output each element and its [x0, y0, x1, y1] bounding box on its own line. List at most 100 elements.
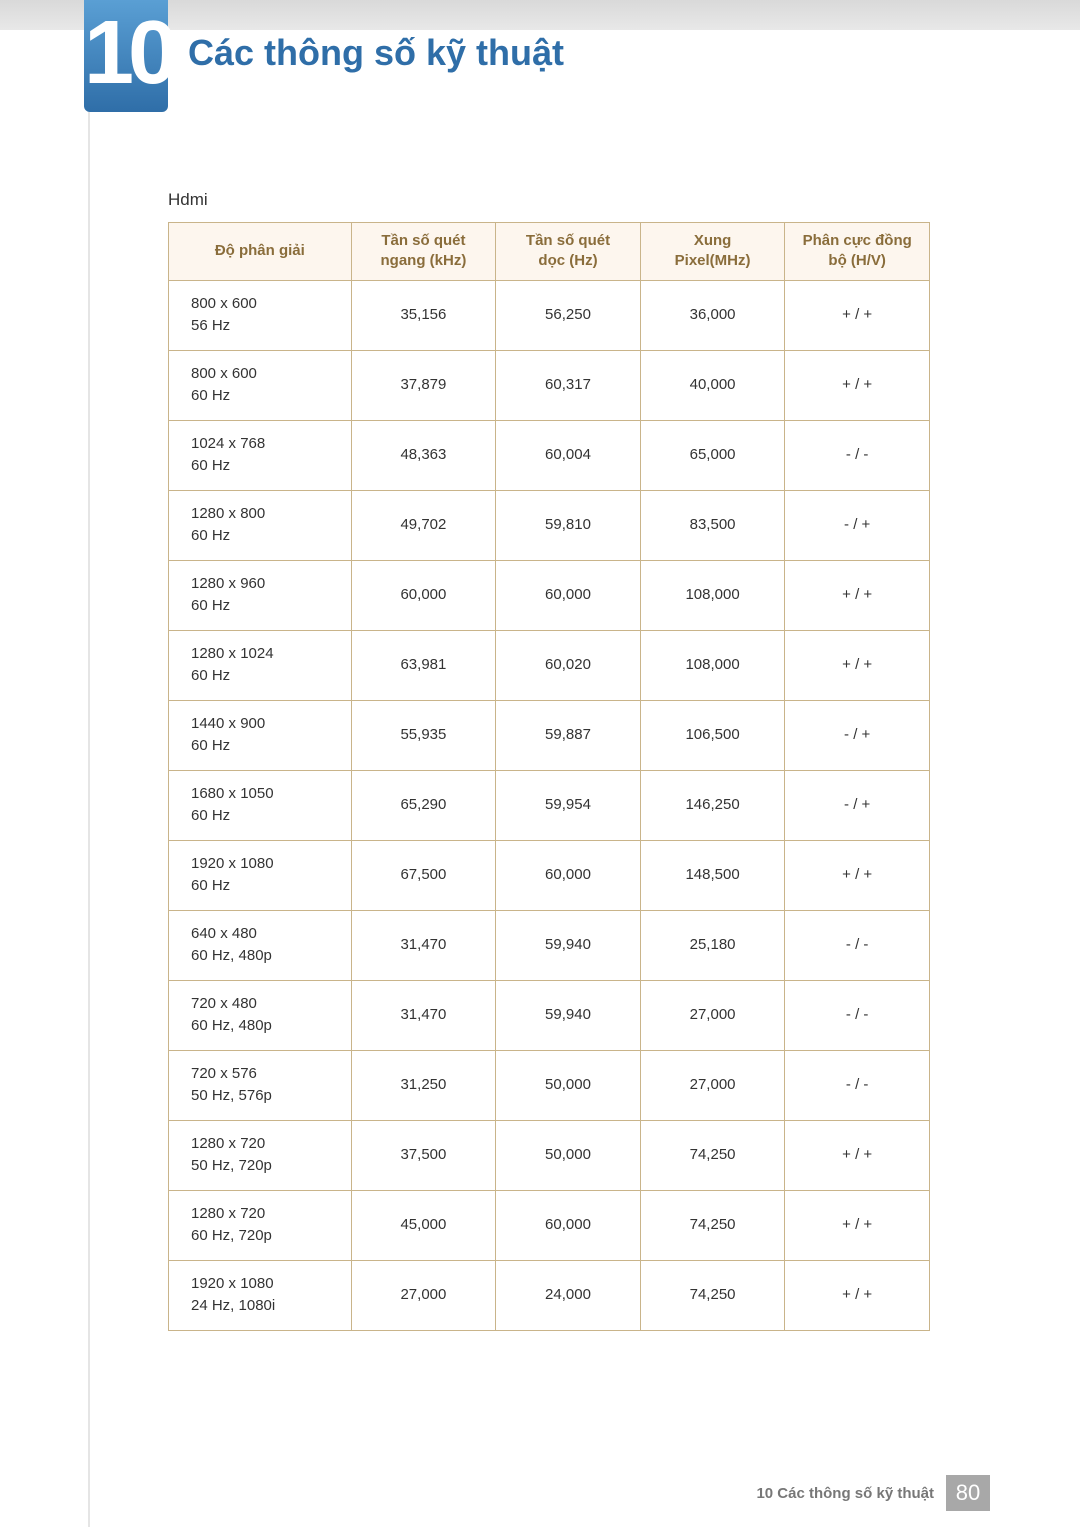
table-row: 1920 x 108024 Hz, 1080i27,00024,00074,25… — [169, 1260, 930, 1330]
table-header-cell: Tần số quétdọc (Hz) — [496, 223, 641, 281]
table-row: 1680 x 105060 Hz65,29059,954146,250- / + — [169, 770, 930, 840]
table-header-cell: Phân cực đồngbộ (H/V) — [785, 223, 930, 281]
vfreq-cell: 60,000 — [496, 1190, 641, 1260]
table-row: 1024 x 76860 Hz48,36360,00465,000- / - — [169, 420, 930, 490]
table-header-cell: Tần số quétngang (kHz) — [351, 223, 496, 281]
polarity-cell: + / + — [785, 350, 930, 420]
vfreq-cell: 60,020 — [496, 630, 641, 700]
table-row: 640 x 48060 Hz, 480p31,47059,94025,180- … — [169, 910, 930, 980]
polarity-cell: + / + — [785, 1120, 930, 1190]
pixel-cell: 25,180 — [640, 910, 785, 980]
hfreq-cell: 49,702 — [351, 490, 496, 560]
chapter-title: Các thông số kỹ thuật — [188, 32, 564, 74]
pixel-cell: 106,500 — [640, 700, 785, 770]
polarity-cell: - / - — [785, 980, 930, 1050]
vfreq-cell: 60,317 — [496, 350, 641, 420]
resolution-cell: 1280 x 72060 Hz, 720p — [169, 1190, 352, 1260]
hfreq-cell: 37,879 — [351, 350, 496, 420]
hfreq-cell: 55,935 — [351, 700, 496, 770]
pixel-cell: 65,000 — [640, 420, 785, 490]
table-row: 1280 x 72050 Hz, 720p37,50050,00074,250+… — [169, 1120, 930, 1190]
pixel-cell: 74,250 — [640, 1260, 785, 1330]
pixel-cell: 40,000 — [640, 350, 785, 420]
hfreq-cell: 31,250 — [351, 1050, 496, 1120]
polarity-cell: + / + — [785, 1260, 930, 1330]
polarity-cell: - / + — [785, 770, 930, 840]
resolution-cell: 1680 x 105060 Hz — [169, 770, 352, 840]
table-row: 1280 x 72060 Hz, 720p45,00060,00074,250+… — [169, 1190, 930, 1260]
resolution-cell: 1280 x 80060 Hz — [169, 490, 352, 560]
pixel-cell: 148,500 — [640, 840, 785, 910]
table-row: 800 x 60060 Hz37,87960,31740,000+ / + — [169, 350, 930, 420]
resolution-cell: 1280 x 96060 Hz — [169, 560, 352, 630]
polarity-cell: + / + — [785, 560, 930, 630]
resolution-cell: 640 x 48060 Hz, 480p — [169, 910, 352, 980]
section-label-hdmi: Hdmi — [168, 190, 208, 210]
table-row: 800 x 60056 Hz35,15656,25036,000+ / + — [169, 280, 930, 350]
table-row: 720 x 48060 Hz, 480p31,47059,94027,000- … — [169, 980, 930, 1050]
left-gutter-line — [88, 112, 90, 1527]
vfreq-cell: 60,000 — [496, 560, 641, 630]
hfreq-cell: 67,500 — [351, 840, 496, 910]
pixel-cell: 36,000 — [640, 280, 785, 350]
pixel-cell: 146,250 — [640, 770, 785, 840]
polarity-cell: - / - — [785, 1050, 930, 1120]
pixel-cell: 108,000 — [640, 630, 785, 700]
hfreq-cell: 60,000 — [351, 560, 496, 630]
chapter-number-badge: 10 — [84, 0, 168, 112]
polarity-cell: - / - — [785, 420, 930, 490]
pixel-cell: 74,250 — [640, 1190, 785, 1260]
footer-chapter-text: 10 Các thông số kỹ thuật — [756, 1485, 934, 1502]
table-row: 1920 x 108060 Hz67,50060,000148,500+ / + — [169, 840, 930, 910]
polarity-cell: + / + — [785, 1190, 930, 1260]
vfreq-cell: 59,940 — [496, 980, 641, 1050]
table-row: 1280 x 80060 Hz49,70259,81083,500- / + — [169, 490, 930, 560]
vfreq-cell: 50,000 — [496, 1120, 641, 1190]
hfreq-cell: 45,000 — [351, 1190, 496, 1260]
table-row: 720 x 57650 Hz, 576p31,25050,00027,000- … — [169, 1050, 930, 1120]
table-row: 1280 x 102460 Hz63,98160,020108,000+ / + — [169, 630, 930, 700]
resolution-cell: 1280 x 102460 Hz — [169, 630, 352, 700]
polarity-cell: + / + — [785, 840, 930, 910]
pixel-cell: 74,250 — [640, 1120, 785, 1190]
polarity-cell: + / + — [785, 630, 930, 700]
footer-page-number: 80 — [946, 1475, 990, 1511]
resolution-cell: 800 x 60060 Hz — [169, 350, 352, 420]
resolution-cell: 800 x 60056 Hz — [169, 280, 352, 350]
vfreq-cell: 59,954 — [496, 770, 641, 840]
hfreq-cell: 31,470 — [351, 980, 496, 1050]
pixel-cell: 27,000 — [640, 980, 785, 1050]
spec-table: Độ phân giảiTần số quétngang (kHz)Tần số… — [168, 222, 930, 1331]
resolution-cell: 1920 x 108024 Hz, 1080i — [169, 1260, 352, 1330]
resolution-cell: 720 x 57650 Hz, 576p — [169, 1050, 352, 1120]
polarity-cell: - / + — [785, 700, 930, 770]
table-body: 800 x 60056 Hz35,15656,25036,000+ / +800… — [169, 280, 930, 1330]
vfreq-cell: 60,004 — [496, 420, 641, 490]
hfreq-cell: 48,363 — [351, 420, 496, 490]
hfreq-cell: 63,981 — [351, 630, 496, 700]
resolution-cell: 720 x 48060 Hz, 480p — [169, 980, 352, 1050]
hfreq-cell: 65,290 — [351, 770, 496, 840]
table-header-cell: XungPixel(MHz) — [640, 223, 785, 281]
table-row: 1440 x 90060 Hz55,93559,887106,500- / + — [169, 700, 930, 770]
vfreq-cell: 59,940 — [496, 910, 641, 980]
resolution-cell: 1024 x 76860 Hz — [169, 420, 352, 490]
table-header-row: Độ phân giảiTần số quétngang (kHz)Tần số… — [169, 223, 930, 281]
pixel-cell: 27,000 — [640, 1050, 785, 1120]
resolution-cell: 1440 x 90060 Hz — [169, 700, 352, 770]
vfreq-cell: 60,000 — [496, 840, 641, 910]
vfreq-cell: 56,250 — [496, 280, 641, 350]
polarity-cell: + / + — [785, 280, 930, 350]
hfreq-cell: 27,000 — [351, 1260, 496, 1330]
polarity-cell: - / - — [785, 910, 930, 980]
vfreq-cell: 59,887 — [496, 700, 641, 770]
pixel-cell: 108,000 — [640, 560, 785, 630]
hfreq-cell: 35,156 — [351, 280, 496, 350]
page-footer: 10 Các thông số kỹ thuật 80 — [756, 1475, 990, 1511]
pixel-cell: 83,500 — [640, 490, 785, 560]
polarity-cell: - / + — [785, 490, 930, 560]
vfreq-cell: 50,000 — [496, 1050, 641, 1120]
resolution-cell: 1920 x 108060 Hz — [169, 840, 352, 910]
hfreq-cell: 31,470 — [351, 910, 496, 980]
table-row: 1280 x 96060 Hz60,00060,000108,000+ / + — [169, 560, 930, 630]
